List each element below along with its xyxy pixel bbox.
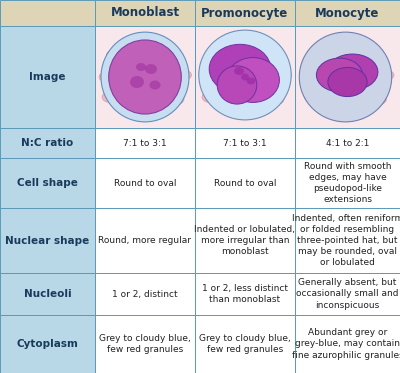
Text: Round to oval: Round to oval (114, 179, 176, 188)
Bar (195, 315, 295, 373)
Text: Generally absent, but
occasionally small and
inconspicuous: Generally absent, but occasionally small… (296, 278, 399, 310)
Bar (195, 128, 295, 158)
Bar (95, 208, 195, 273)
Bar (0, 315, 95, 373)
Ellipse shape (170, 57, 184, 67)
Ellipse shape (227, 41, 243, 53)
Text: 7:1 to 3:1: 7:1 to 3:1 (223, 138, 267, 147)
Bar (95, 315, 195, 373)
Ellipse shape (130, 76, 144, 88)
Ellipse shape (368, 93, 386, 105)
Ellipse shape (328, 68, 367, 97)
Bar (0, 0, 95, 26)
Bar (295, 128, 400, 158)
Ellipse shape (278, 70, 292, 79)
Ellipse shape (202, 91, 218, 103)
Ellipse shape (109, 40, 181, 114)
Ellipse shape (206, 50, 224, 60)
Bar (0, 273, 95, 315)
Text: Grey to cloudy blue,
few red granules: Grey to cloudy blue, few red granules (199, 334, 291, 354)
Ellipse shape (150, 81, 160, 90)
Bar (195, 208, 295, 273)
Ellipse shape (270, 57, 284, 67)
Text: N:C ratio: N:C ratio (21, 138, 74, 148)
Bar (0, 208, 95, 273)
Text: Grey to cloudy blue,
few red granules: Grey to cloudy blue, few red granules (99, 334, 191, 354)
Text: Cell shape: Cell shape (17, 178, 78, 188)
Text: Round with smooth
edges, may have
pseudopod-like
extensions: Round with smooth edges, may have pseudo… (304, 162, 391, 204)
Bar (0, 158, 95, 208)
Text: Cytoplasm: Cytoplasm (16, 339, 78, 349)
Bar (95, 0, 195, 26)
Ellipse shape (381, 70, 394, 79)
Ellipse shape (234, 67, 244, 75)
Text: Monoblast: Monoblast (110, 6, 180, 19)
Ellipse shape (209, 44, 271, 94)
Ellipse shape (266, 93, 284, 105)
Ellipse shape (99, 72, 111, 81)
Text: 1 or 2, less distinct
than monoblast: 1 or 2, less distinct than monoblast (202, 284, 288, 304)
Text: Promonocyte: Promonocyte (201, 6, 289, 19)
Bar (195, 0, 295, 26)
Bar (295, 158, 400, 208)
Ellipse shape (101, 32, 189, 122)
Bar (95, 158, 195, 208)
Bar (195, 273, 295, 315)
Bar (95, 128, 195, 158)
Bar (295, 273, 400, 315)
Bar (295, 26, 400, 128)
Text: Indented, often reniform
or folded resembling
three-pointed hat, but
may be roun: Indented, often reniform or folded resem… (292, 214, 400, 267)
Ellipse shape (372, 57, 387, 67)
Bar (295, 315, 400, 373)
Ellipse shape (246, 78, 256, 85)
Ellipse shape (199, 30, 291, 120)
Ellipse shape (145, 64, 157, 74)
Bar (0, 128, 95, 158)
Ellipse shape (217, 66, 257, 104)
Text: Indented or lobulated,
more irregular than
monoblast: Indented or lobulated, more irregular th… (194, 225, 296, 256)
Ellipse shape (302, 72, 314, 81)
Text: Nucleoli: Nucleoli (24, 289, 71, 299)
Bar (0, 26, 95, 128)
Text: 7:1 to 3:1: 7:1 to 3:1 (123, 138, 167, 147)
Ellipse shape (304, 91, 320, 103)
Bar (195, 26, 295, 128)
Ellipse shape (226, 57, 279, 103)
Bar (95, 273, 195, 315)
Ellipse shape (327, 54, 378, 90)
Text: Monocyte: Monocyte (315, 6, 380, 19)
Text: Image: Image (29, 72, 66, 82)
Text: Abundant grey or
grey-blue, may contain
fine azurophilic granules: Abundant grey or grey-blue, may contain … (292, 328, 400, 360)
Bar (195, 158, 295, 208)
Ellipse shape (243, 107, 257, 117)
Ellipse shape (178, 70, 192, 79)
Text: Round, more regular: Round, more regular (98, 236, 192, 245)
Ellipse shape (309, 50, 326, 60)
Ellipse shape (241, 73, 249, 81)
Ellipse shape (299, 32, 392, 122)
Ellipse shape (316, 58, 363, 92)
Ellipse shape (106, 50, 124, 60)
Text: 1 or 2, distinct: 1 or 2, distinct (112, 289, 178, 298)
Text: 4:1 to 2:1: 4:1 to 2:1 (326, 138, 369, 147)
Ellipse shape (166, 93, 184, 105)
Ellipse shape (199, 72, 211, 81)
Bar (295, 0, 400, 26)
Ellipse shape (127, 41, 143, 53)
Ellipse shape (143, 107, 157, 117)
Text: Nuclear shape: Nuclear shape (5, 235, 90, 245)
Text: Round to oval: Round to oval (214, 179, 276, 188)
Bar (295, 208, 400, 273)
Ellipse shape (346, 107, 360, 117)
Ellipse shape (102, 91, 118, 103)
Ellipse shape (136, 63, 146, 71)
Ellipse shape (330, 41, 346, 53)
Bar (95, 26, 195, 128)
